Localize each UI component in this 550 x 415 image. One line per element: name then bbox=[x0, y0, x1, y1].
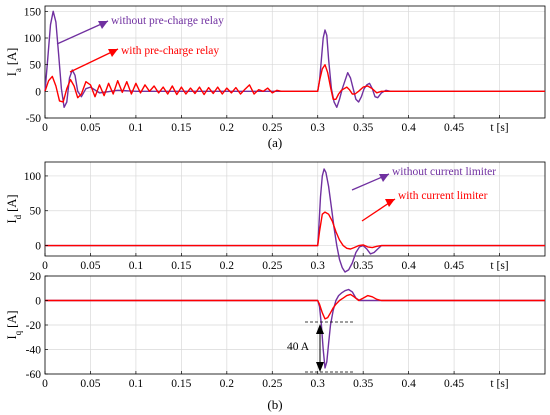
x-tick-label: 0.05 bbox=[80, 260, 100, 272]
chart-panel-b-top: 0 0.05 0.1 0.15 0.2 0.25 0.3 0.35 0.4 0.45 t [s] 0 5… bbox=[5, 161, 546, 273]
x-tick-label: 0.15 bbox=[171, 378, 191, 390]
x-tick-label: 0.05 bbox=[80, 378, 100, 390]
x-tick-label: 0 bbox=[42, 260, 48, 272]
x-tick-label: t [s] bbox=[490, 122, 508, 134]
chart-panel-b-bottom: 0 0.05 0.1 0.15 0.2 0.25 0.3 0.35 0.4 0.45 t [s] -6… bbox=[5, 271, 546, 390]
x-tick-label: t [s] bbox=[490, 260, 508, 272]
y-tick-label: -60 bbox=[26, 369, 42, 381]
ylabel-b-bottom: Iq[A] bbox=[5, 310, 23, 339]
y-tick-label: 100 bbox=[24, 33, 42, 45]
x-tick-label: 0 bbox=[42, 122, 48, 134]
caption-b: (b) bbox=[267, 397, 282, 412]
arrowhead-with-precharge bbox=[108, 49, 118, 57]
y-tick-label: 0 bbox=[35, 296, 41, 308]
label-with-limiter: with current limiter bbox=[398, 190, 488, 202]
label-with-precharge: with pre-charge relay bbox=[121, 45, 219, 57]
x-tick-label: 0.3 bbox=[311, 122, 326, 134]
ylabel-b-top: Id[A] bbox=[5, 194, 23, 223]
x-tick-label: 0.45 bbox=[444, 122, 464, 134]
x-tick-label: 0.25 bbox=[262, 378, 282, 390]
x-tick-label: 0.3 bbox=[311, 260, 326, 272]
x-tick-label: 0.35 bbox=[353, 122, 373, 134]
ticks-a: 0 0.05 0.1 0.15 0.2 0.25 0.3 0.35 0.4 0.45 t [s] -5… bbox=[24, 6, 509, 134]
x-tick-label: 0.4 bbox=[401, 260, 416, 272]
arrowhead-up-40a bbox=[316, 324, 324, 334]
x-tick-label: 0.1 bbox=[129, 122, 144, 134]
series-layer-b-bottom bbox=[45, 288, 545, 369]
series-line-purple bbox=[45, 288, 545, 369]
y-tick-label: 0 bbox=[35, 241, 41, 253]
y-tick-label: 50 bbox=[30, 60, 42, 72]
series-layer-b-top bbox=[45, 168, 545, 273]
series-line-red bbox=[45, 293, 545, 320]
y-tick-label: -20 bbox=[26, 320, 42, 332]
x-tick-label: 0.2 bbox=[220, 378, 235, 390]
series-line-red bbox=[45, 211, 545, 250]
ticks-b-bottom: 0 0.05 0.1 0.15 0.2 0.25 0.3 0.35 0.4 0.45 t [s] -6… bbox=[26, 271, 509, 390]
series-line-red bbox=[44, 63, 545, 103]
series-line-purple bbox=[45, 168, 545, 273]
label-40a: 40 A bbox=[287, 341, 310, 353]
x-tick-label: 0.25 bbox=[262, 260, 282, 272]
y-tick-label: 100 bbox=[24, 171, 42, 183]
ylabel-a: Ia[A] bbox=[5, 48, 23, 77]
y-tick-label: 150 bbox=[24, 6, 42, 18]
label-without-precharge: without pre-charge relay bbox=[111, 15, 224, 27]
x-tick-label: 0.4 bbox=[401, 122, 416, 134]
series-layer-a bbox=[44, 10, 545, 109]
arrowhead-down-40a bbox=[316, 362, 324, 372]
caption-a: (a) bbox=[268, 135, 282, 150]
arrowhead-without-limiter bbox=[379, 174, 389, 182]
plot-frame-a bbox=[44, 5, 546, 119]
x-tick-label: 0.3 bbox=[311, 378, 326, 390]
x-tick-label: 0 bbox=[42, 378, 48, 390]
x-tick-label: 0.45 bbox=[444, 260, 464, 272]
x-tick-label: 0.25 bbox=[262, 122, 282, 134]
y-tick-label: -40 bbox=[26, 345, 42, 357]
x-tick-label: 0.15 bbox=[171, 260, 191, 272]
plot-frame-b-top bbox=[44, 161, 546, 257]
arrow-without-precharge bbox=[56, 20, 109, 45]
y-tick-label: 20 bbox=[30, 271, 42, 283]
ticks-b-top: 0 0.05 0.1 0.15 0.2 0.25 0.3 0.35 0.4 0.45 t [s] 0 5… bbox=[24, 171, 509, 272]
y-tick-label: -50 bbox=[26, 113, 42, 125]
x-tick-label: 0.2 bbox=[220, 260, 235, 272]
chart-panel-a: 0 0.05 0.1 0.15 0.2 0.25 0.3 0.35 0.4 0.45 t [s] -5… bbox=[5, 5, 546, 150]
arrowhead-without-precharge bbox=[98, 21, 108, 29]
annotation-with-limiter: with current limiter bbox=[361, 190, 488, 222]
annotation-with-precharge: with pre-charge relay bbox=[69, 45, 219, 73]
arrowhead-with-limiter bbox=[385, 199, 395, 207]
x-tick-label: 0.45 bbox=[444, 378, 464, 390]
x-tick-label: 0.4 bbox=[401, 378, 416, 390]
x-tick-label: 0.15 bbox=[171, 122, 191, 134]
x-tick-label: 0.35 bbox=[353, 378, 373, 390]
label-without-limiter: without current limiter bbox=[392, 166, 496, 178]
annotation-without-limiter: without current limiter bbox=[351, 166, 496, 191]
y-tick-label: 50 bbox=[30, 206, 42, 218]
annotation-40a: 40 A bbox=[287, 321, 355, 373]
x-tick-label: 0.2 bbox=[220, 122, 235, 134]
x-tick-label: 0.35 bbox=[353, 260, 373, 272]
y-tick-label: 0 bbox=[35, 86, 41, 98]
grid-b-bottom bbox=[44, 275, 545, 375]
x-tick-label: 0.1 bbox=[129, 378, 144, 390]
x-tick-label: 0.05 bbox=[80, 122, 100, 134]
x-tick-label: 0.1 bbox=[129, 260, 144, 272]
annotation-without-precharge: without pre-charge relay bbox=[56, 15, 224, 45]
series-line-purple bbox=[44, 10, 545, 109]
x-tick-label: t [s] bbox=[490, 378, 508, 390]
